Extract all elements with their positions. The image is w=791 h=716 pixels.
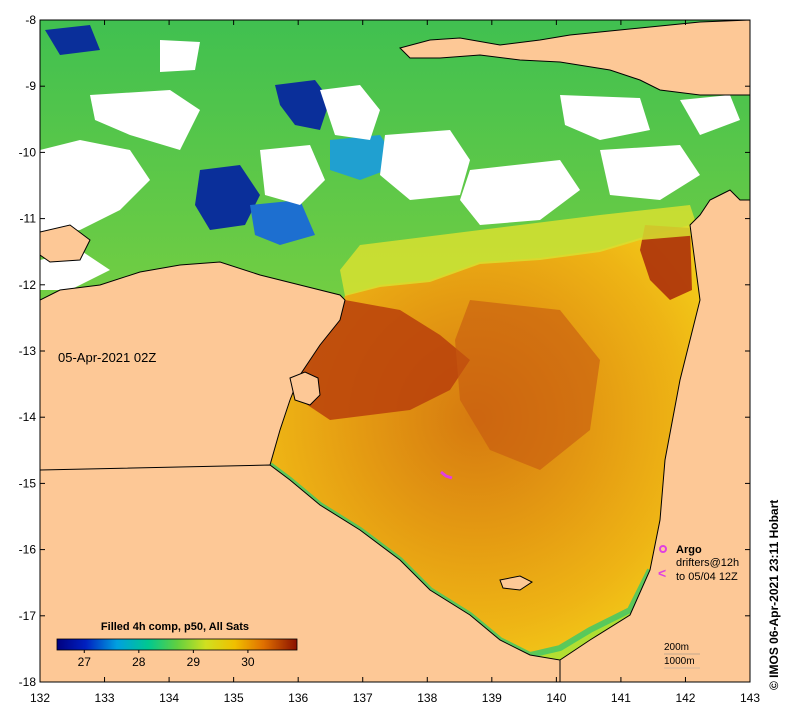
legend: Argo drifters@12h < to 05/04 12Z [658, 544, 739, 583]
x-tick-label: 139 [482, 691, 502, 705]
y-tick-label: -8 [25, 13, 36, 27]
groote-eylandt [289, 371, 321, 406]
colorbar-ticks: 27 28 29 30 [78, 650, 255, 669]
date-label: 05-Apr-2021 02Z [58, 350, 156, 365]
warm-patch-center [455, 300, 600, 470]
y-tick-label: -14 [19, 410, 37, 424]
y-tick-label: -10 [19, 145, 37, 159]
argo-float-icon [659, 545, 667, 553]
colorbar-tick-label: 30 [241, 655, 255, 669]
drifter-arrow-icon: < [658, 565, 666, 581]
y-tick-label: -17 [19, 609, 37, 623]
cold-patch-4 [45, 25, 100, 55]
tiwi-islands [40, 224, 91, 263]
contour-200m-label: 200m [664, 642, 689, 653]
credit-label: © IMOS 06-Apr-2021 23:11 Hobart [767, 500, 781, 690]
x-tick-label: 133 [95, 691, 115, 705]
colorbar-gradient [56, 638, 298, 651]
y-tick-label: -18 [19, 675, 37, 689]
y-tick-label: -15 [19, 476, 37, 490]
x-tick-label: 141 [611, 691, 631, 705]
contour-legend: 200m 1000m [664, 642, 700, 669]
transition-band [340, 205, 700, 296]
mornington-island [499, 575, 533, 591]
argo-label: Argo [676, 544, 702, 556]
contour-1000m-label: 1000m [664, 656, 695, 667]
x-tick-label: 137 [353, 691, 373, 705]
map-plot-area [40, 20, 750, 682]
x-tick-label: 138 [417, 691, 437, 705]
new-guinea-land [399, 20, 750, 96]
cape-york [559, 189, 750, 682]
cloud-mask [40, 40, 740, 290]
colorbar-tick-label: 28 [132, 655, 146, 669]
y-tick-label: -11 [20, 212, 37, 226]
colorbar-tick-label: 29 [187, 655, 201, 669]
y-tick-label: -16 [19, 543, 37, 557]
x-tick-label: 135 [224, 691, 244, 705]
cold-patch-1 [275, 80, 330, 130]
warm-patch-east [640, 225, 692, 300]
y-tick-label: -13 [19, 344, 37, 358]
x-tick-label: 134 [159, 691, 179, 705]
warm-patch-west [300, 300, 470, 420]
x-tick-label: 136 [288, 691, 308, 705]
colorbar-tick-label: 27 [78, 655, 92, 669]
drifters-to-label: to 05/04 12Z [676, 571, 738, 583]
land-masses [40, 20, 750, 682]
colorbar: Filled 4h comp, p50, All Sats 27 28 29 30 [56, 621, 298, 669]
drifters-label: drifters@12h [676, 557, 739, 569]
drifter-track [440, 470, 453, 480]
cold-patch-3 [250, 200, 315, 245]
x-tick-label: 132 [30, 691, 50, 705]
colorbar-title: Filled 4h comp, p50, All Sats [101, 621, 249, 633]
x-tick-label: 140 [546, 691, 566, 705]
y-axis: -8 -9 -10 -11 -12 -13 -14 -15 -16 -17 -18 [19, 13, 750, 689]
x-tick-label: 142 [675, 691, 695, 705]
y-tick-label: -12 [19, 278, 37, 292]
x-tick-label: 143 [740, 691, 760, 705]
x-axis: 132 133 134 135 136 137 138 139 140 141 142 143 [30, 20, 760, 705]
cold-patch-2 [195, 165, 260, 230]
y-tick-label: -9 [25, 79, 36, 93]
